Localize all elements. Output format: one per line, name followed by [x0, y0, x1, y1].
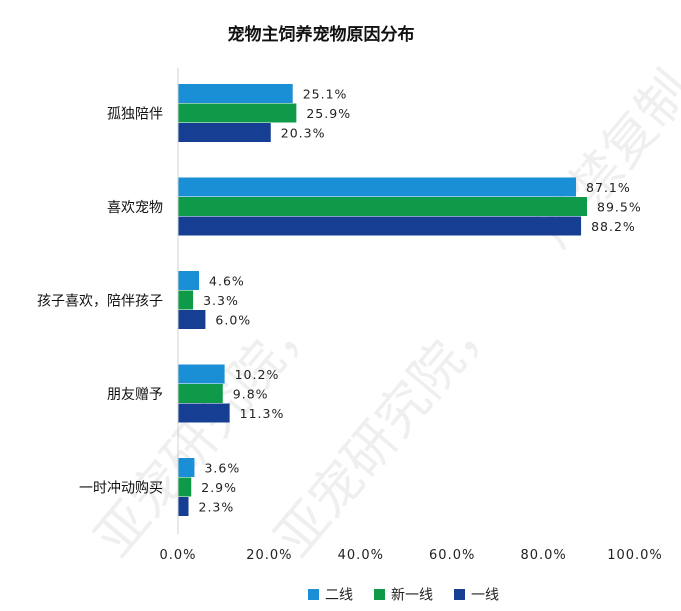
bar — [178, 103, 297, 123]
bar — [178, 477, 192, 497]
legend-swatch — [454, 589, 465, 600]
data-label: 2.3% — [199, 499, 235, 514]
bar — [178, 403, 230, 423]
data-label: 2.9% — [201, 480, 237, 495]
data-label: 87.1% — [586, 180, 631, 195]
bars-layer: 25.1% 25.9% 20.3% 87.1% 89.5% 88.2% 4.6% 3.3% 6.… — [178, 84, 642, 516]
data-label: 3.6% — [204, 460, 240, 475]
bar — [178, 177, 577, 197]
legend-label: 一线 — [471, 588, 499, 604]
bar — [178, 290, 194, 310]
data-label: 9.8% — [233, 386, 269, 401]
data-label: 11.3% — [240, 406, 285, 421]
data-label: 10.2% — [235, 367, 280, 382]
category-label: 喜欢宠物 — [107, 200, 163, 216]
bar — [178, 310, 206, 329]
data-label: 25.9% — [306, 106, 351, 121]
watermark: 亚宠研究院， 严禁复制 亚宠研究院， — [84, 60, 681, 568]
legend-label: 二线 — [325, 588, 353, 604]
data-label: 20.3% — [281, 125, 326, 140]
category-label: 孩子喜欢，陪伴孩子 — [37, 293, 163, 309]
bar — [178, 384, 223, 403]
x-axis-ticks: 0.0% 20.0% 40.0% 60.0% 80.0% 100.0% — [159, 548, 663, 563]
data-label: 88.2% — [591, 219, 636, 234]
legend-swatch — [374, 589, 385, 600]
bar — [178, 123, 271, 142]
data-label: 6.0% — [215, 312, 251, 327]
data-label: 25.1% — [303, 86, 348, 101]
category-label: 孤独陪伴 — [107, 106, 163, 122]
bar — [178, 84, 293, 103]
bar — [178, 364, 225, 384]
legend: 二线 新一线 一线 — [308, 588, 499, 604]
bar — [178, 497, 189, 516]
data-label: 3.3% — [203, 293, 239, 308]
x-tick-label: 80.0% — [520, 548, 566, 563]
bar — [178, 458, 195, 477]
x-tick-label: 20.0% — [246, 548, 292, 563]
bar — [178, 197, 588, 216]
data-label: 89.5% — [597, 199, 642, 214]
category-label: 朋友赠予 — [107, 387, 163, 403]
legend-label: 新一线 — [391, 588, 433, 604]
x-tick-label: 100.0% — [607, 548, 663, 563]
data-label: 4.6% — [209, 273, 245, 288]
chart-title: 宠物主饲养宠物原因分布 — [228, 24, 415, 45]
bar — [178, 271, 200, 290]
x-tick-label: 0.0% — [159, 548, 196, 563]
x-tick-label: 60.0% — [429, 548, 475, 563]
legend-swatch — [308, 589, 319, 600]
x-tick-label: 40.0% — [338, 548, 384, 563]
bar — [178, 216, 582, 236]
category-label: 一时冲动购买 — [79, 480, 163, 496]
